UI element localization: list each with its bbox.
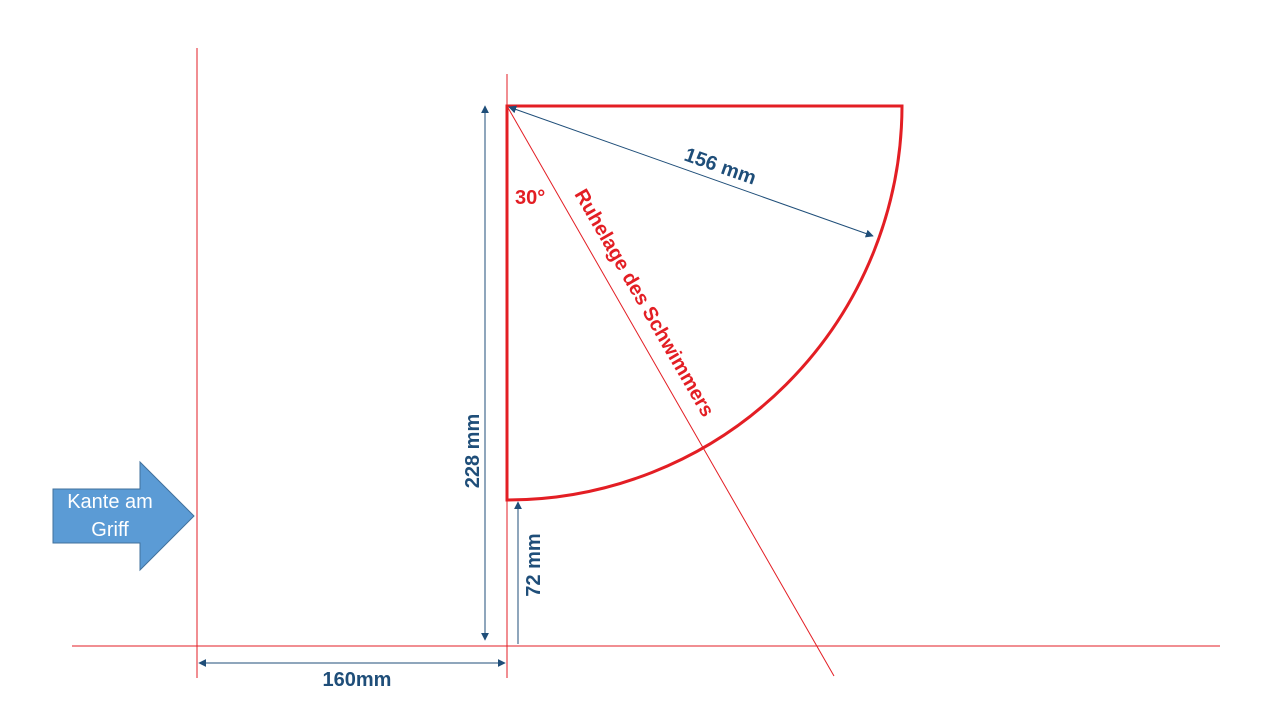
rest-position-label: Ruhelage des Schwimmers xyxy=(570,186,719,421)
angle-label: 30° xyxy=(515,187,545,209)
height-total-label: 228 mm xyxy=(462,414,484,489)
edge-arrow-label-line1: Kante am xyxy=(67,491,153,513)
edge-arrow-label-line2: Griff xyxy=(91,519,129,541)
height-bottom-label: 72 mm xyxy=(523,533,545,596)
horizontal-distance-label: 160mm xyxy=(323,669,392,691)
radius-dimension-line xyxy=(508,105,874,238)
edge-arrow-icon xyxy=(52,460,195,572)
radius-label: 156 mm xyxy=(681,144,759,190)
edge-arrow: Kante am Griff xyxy=(52,460,195,572)
float-sector-outline xyxy=(505,104,904,502)
rest-position-line xyxy=(506,105,835,677)
